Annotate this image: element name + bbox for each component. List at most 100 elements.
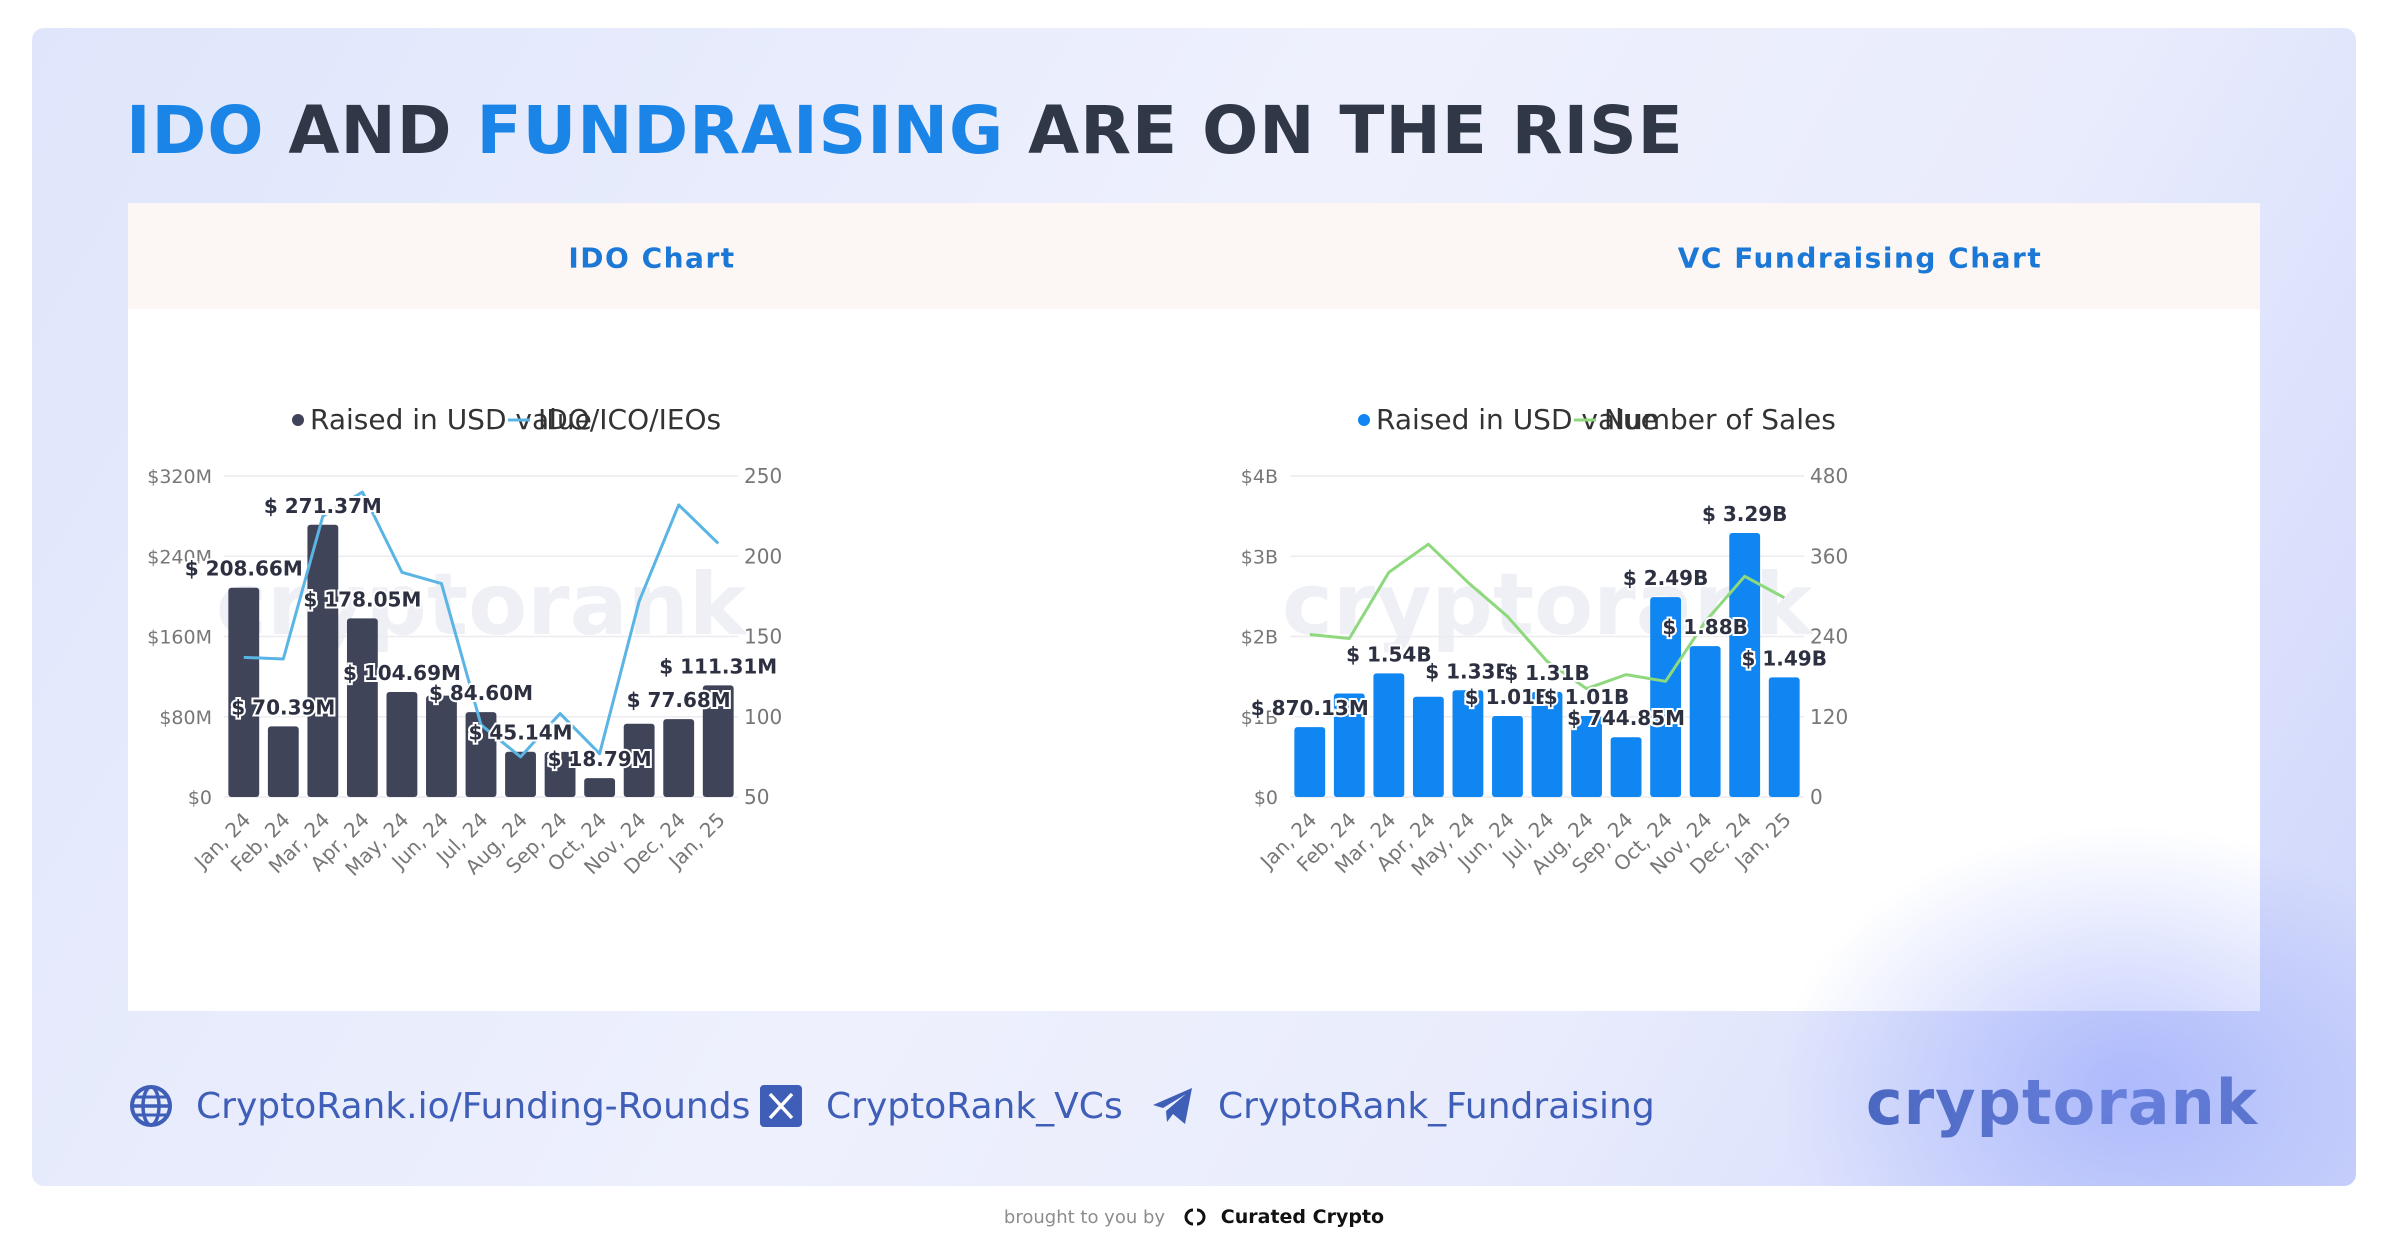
headline-rest: ARE ON THE RISE (1004, 92, 1684, 169)
footer: brought to you by Curated Crypto (0, 1206, 2388, 1232)
bar (1294, 727, 1326, 797)
legend-bar-label: Raised in USD value (310, 403, 592, 436)
watermark: cryptorank (216, 555, 748, 655)
y-right-tick: 0 (1810, 785, 1823, 809)
bar (465, 712, 497, 797)
y-left-tick: $2B (1241, 627, 1278, 649)
y-left-tick: $0 (188, 787, 212, 809)
bar (544, 751, 576, 797)
charts-header (128, 203, 2260, 309)
charts-panel: IDO Chart VC Fundraising Chart Raised in… (128, 203, 2260, 1011)
bar (663, 719, 695, 797)
bar (307, 524, 339, 797)
headline: IDO AND FUNDRAISING ARE ON THE RISE (126, 92, 1684, 169)
legend-line-label: Number of Sales (1604, 403, 1836, 436)
bar-data-label: $ 3.29B (1702, 502, 1787, 526)
bar-data-label: $ 1.88B (1662, 615, 1747, 639)
bar-data-label: $ 178.05M (303, 587, 421, 611)
footer-prefix: brought to you by (1003, 1207, 1166, 1228)
y-left-tick: $240M (147, 546, 212, 568)
bar (1650, 597, 1682, 797)
bar-data-label: $ 1.54B (1346, 642, 1431, 666)
bar (386, 691, 418, 797)
bar (1610, 737, 1642, 797)
series-line (1309, 542, 1785, 691)
funding-rounds-link[interactable]: CryptoRank.io/Funding-Rounds (128, 1078, 750, 1134)
bar (505, 751, 536, 797)
bar (1492, 715, 1523, 797)
y-right-tick: 240 (1810, 625, 1848, 649)
y-right-tick: 120 (1810, 705, 1848, 729)
y-left-tick: $320M (147, 466, 212, 488)
vcs-x-label: CryptoRank_VCs (826, 1085, 1123, 1127)
headline-fundraising: FUNDRAISING (476, 92, 1005, 169)
y-right-tick: 100 (744, 705, 782, 729)
y-left-tick: $4B (1241, 466, 1278, 488)
infographic-card: IDO AND FUNDRAISING ARE ON THE RISE IDO … (32, 28, 2356, 1186)
bar-data-label: $ 77.68M (627, 688, 731, 712)
bar-data-label: $ 1.01B (1544, 685, 1629, 709)
bar-data-label: $ 1.33B (1425, 659, 1510, 683)
bar-data-label: $ 870.13M (1251, 696, 1369, 720)
bar (584, 778, 616, 797)
y-right-tick: 480 (1810, 464, 1848, 488)
y-right-tick: 200 (744, 544, 782, 568)
bar (1571, 715, 1602, 797)
bar (1768, 677, 1800, 797)
y-right-tick: 360 (1810, 544, 1848, 568)
footer-brand: Curated Crypto (1220, 1206, 1385, 1228)
bar (1531, 691, 1563, 797)
bar (702, 685, 734, 797)
globe-icon (128, 1083, 174, 1129)
bar-data-label: $ 104.69M (343, 661, 461, 685)
headline-and: AND (264, 92, 477, 169)
bar-data-label: $ 45.14M (469, 721, 573, 745)
bar-data-label: $ 18.79M (548, 747, 652, 771)
legend-bar-marker (292, 414, 304, 426)
ido-chart-title: IDO Chart (568, 241, 736, 275)
y-left-tick: $3B (1241, 546, 1278, 568)
funding-rounds-label: CryptoRank.io/Funding-Rounds (196, 1085, 751, 1127)
legend-bar-marker (1358, 414, 1370, 426)
x-icon (758, 1083, 804, 1129)
legend-line-label: IDO/ICO/IEOs (538, 403, 721, 436)
y-right-tick: 50 (744, 785, 769, 809)
bar-data-label: $ 1.49B (1741, 646, 1826, 670)
bar-data-label: $ 208.66M (185, 557, 303, 581)
bar-data-label: $ 271.37M (264, 494, 382, 518)
headline-ido: IDO (126, 92, 265, 169)
bar (426, 695, 457, 797)
bar-data-label: $ 70.39M (231, 695, 335, 719)
bar (228, 587, 260, 797)
y-right-tick: 150 (744, 625, 782, 649)
legend-bar-label: Raised in USD value (1376, 403, 1658, 436)
y-left-tick: $0 (1254, 787, 1278, 809)
cryptorank-logo: cryptorank (1865, 1066, 2258, 1139)
vc-chart-title: VC Fundraising Chart (1677, 241, 2043, 275)
bar-data-label: $ 1.01B (1465, 685, 1550, 709)
y-right-tick: 250 (744, 464, 782, 488)
bar-data-label: $ 84.60M (429, 681, 533, 705)
bar (1452, 690, 1484, 797)
bar-data-label: $ 744.85M (1567, 706, 1685, 730)
curated-crypto-icon (1181, 1207, 1209, 1232)
vcs-x-link[interactable]: CryptoRank_VCs (758, 1078, 1123, 1134)
bar (346, 618, 378, 797)
bar-data-label: $ 111.31M (659, 654, 777, 678)
y-left-tick: $160M (147, 627, 212, 649)
fundraising-telegram-link[interactable]: CryptoRank_Fundraising (1150, 1078, 1655, 1134)
telegram-icon (1150, 1083, 1196, 1129)
bar (1412, 696, 1444, 797)
series-line (243, 490, 720, 759)
bar-data-label: $ 2.49B (1623, 566, 1708, 590)
bar (1373, 673, 1405, 797)
bar (1333, 693, 1365, 797)
bar (267, 726, 299, 797)
fundraising-telegram-label: CryptoRank_Fundraising (1218, 1085, 1655, 1127)
y-left-tick: $80M (159, 707, 212, 729)
bar (623, 723, 655, 797)
bar (1689, 646, 1721, 797)
bar-data-label: $ 1.31B (1504, 661, 1589, 685)
